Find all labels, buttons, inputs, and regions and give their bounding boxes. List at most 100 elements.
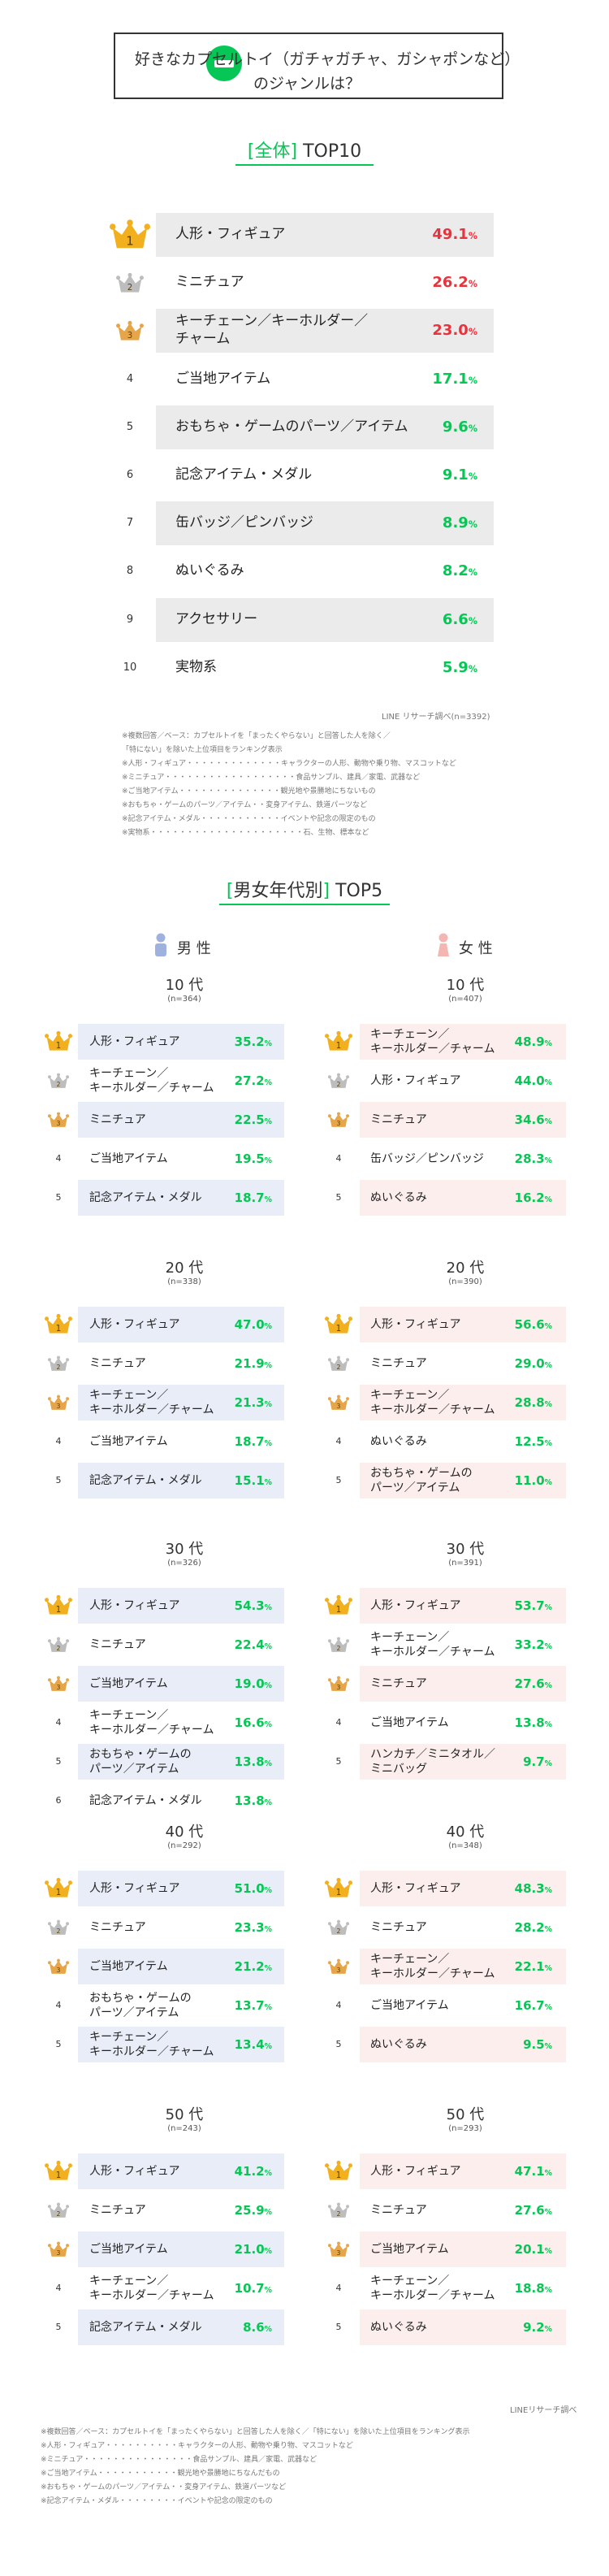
overall-item-label: アクセサリー bbox=[175, 610, 258, 627]
male-age-heading: 10 代 (n=364) bbox=[123, 974, 245, 1004]
male-row-bg bbox=[78, 2027, 284, 2062]
rank-number: 5 bbox=[335, 1756, 342, 1767]
percent-unit: % bbox=[544, 2286, 552, 2295]
percent-unit: % bbox=[544, 2003, 552, 2012]
svg-text:2: 2 bbox=[337, 1927, 341, 1934]
svg-text:1: 1 bbox=[336, 1606, 341, 1615]
female-item-label: ご当地アイテム bbox=[370, 1999, 449, 2012]
percent-unit: % bbox=[264, 1759, 272, 1768]
rank-number: 10 bbox=[123, 661, 137, 674]
percent-unit: % bbox=[544, 1759, 552, 1768]
female-item-value: 33.2% bbox=[514, 1637, 552, 1652]
footer-note-line: ※人形・フィギュア・・・・・・・・・・キャラクターの人形、動物や乗り物、マスコッ… bbox=[41, 2442, 353, 2450]
age-label: 40 代 bbox=[446, 1824, 485, 1841]
percent-unit: % bbox=[264, 2169, 272, 2178]
overall-item-label: 実物系 bbox=[175, 658, 217, 675]
rank-number: 5 bbox=[55, 2322, 62, 2332]
female-row-bg bbox=[360, 1385, 566, 1420]
female-item-label: キーチェーン／ キーホルダー／チャーム bbox=[370, 1028, 495, 1056]
sample-size: (n=390) bbox=[448, 1277, 482, 1286]
female-item-label: ミニチュア bbox=[370, 1357, 427, 1370]
rank-number: 5 bbox=[55, 1475, 62, 1485]
male-item-value: 18.7% bbox=[234, 1190, 272, 1205]
female-age-heading: 50 代 (n=293) bbox=[404, 2103, 526, 2133]
age-label: 20 代 bbox=[446, 1260, 485, 1277]
rank-number: 5 bbox=[335, 1192, 342, 1203]
percent-unit: % bbox=[544, 1439, 552, 1448]
female-row-bg bbox=[360, 1180, 566, 1216]
female-row-bg bbox=[360, 1588, 566, 1624]
overall-item-label: キーチェーン／キーホルダー／ チャーム bbox=[175, 313, 369, 347]
crown-rank-1-icon: 1 bbox=[325, 1030, 352, 1056]
svg-text:3: 3 bbox=[337, 2249, 341, 2256]
svg-text:3: 3 bbox=[337, 1119, 341, 1126]
male-item-label: ミニチュア bbox=[89, 2204, 146, 2217]
crown-rank-3-icon: 3 bbox=[48, 1112, 69, 1132]
male-item-label: おもちゃ・ゲームの パーツ／アイテム bbox=[89, 1748, 192, 1776]
sample-size: (n=338) bbox=[167, 1277, 201, 1286]
svg-text:2: 2 bbox=[57, 1644, 61, 1651]
male-item-value: 21.2% bbox=[234, 1959, 272, 1974]
male-item-value: 13.8% bbox=[234, 1793, 272, 1808]
female-item-label: 人形・フィギュア bbox=[370, 2165, 461, 2178]
male-row-bg bbox=[78, 1949, 284, 1984]
svg-text:3: 3 bbox=[127, 332, 132, 340]
male-item-value: 51.0% bbox=[234, 1881, 272, 1896]
crown-rank-1-icon: 1 bbox=[45, 1877, 72, 1902]
percent-unit: % bbox=[468, 375, 477, 386]
overall-row-bg bbox=[156, 597, 494, 642]
male-item-value: 13.7% bbox=[234, 1998, 272, 2013]
svg-text:2: 2 bbox=[337, 1363, 341, 1370]
female-label: 女 性 bbox=[459, 940, 493, 957]
male-age-heading: 40 代 (n=292) bbox=[123, 1820, 245, 1850]
svg-text:1: 1 bbox=[336, 2171, 341, 2180]
male-item-label: ご当地アイテム bbox=[89, 1435, 168, 1448]
crown-rank-3-icon: 3 bbox=[48, 1676, 69, 1696]
female-item-value: 28.8% bbox=[514, 1395, 552, 1410]
rank-number: 5 bbox=[335, 2039, 342, 2049]
percent-unit: % bbox=[264, 1195, 272, 1204]
rank-number: 7 bbox=[126, 517, 134, 530]
female-age-heading: 40 代 (n=348) bbox=[404, 1820, 526, 1850]
male-item-label: ご当地アイテム bbox=[89, 2243, 168, 2256]
male-item-value: 10.7% bbox=[234, 2281, 272, 2296]
line-logo-icon bbox=[206, 46, 242, 81]
svg-text:2: 2 bbox=[57, 1927, 61, 1934]
sample-size: (n=348) bbox=[448, 1841, 482, 1850]
svg-text:3: 3 bbox=[57, 1119, 61, 1126]
female-item-value: 27.6% bbox=[514, 1676, 552, 1691]
male-item-label: 人形・フィギュア bbox=[89, 1599, 180, 1612]
overall-source: LINE リサーチ調べ(n=3392) bbox=[382, 713, 490, 722]
footer-note-line: ※ご当地アイテム・・・・・・・・・・・観光地や景勝地にちなんだもの bbox=[41, 2470, 280, 2478]
percent-unit: % bbox=[544, 1156, 552, 1165]
crown-rank-3-icon: 3 bbox=[328, 1958, 349, 1979]
crown-rank-1-icon: 1 bbox=[110, 219, 150, 254]
rank-number: 4 bbox=[335, 1717, 342, 1728]
female-item-value: 48.9% bbox=[514, 1034, 552, 1049]
rank-number: 4 bbox=[126, 372, 134, 385]
crown-rank-2-icon: 2 bbox=[328, 1919, 349, 1940]
percent-unit: % bbox=[264, 1964, 272, 1973]
rank-number: 4 bbox=[55, 1153, 62, 1164]
female-row-bg bbox=[360, 1871, 566, 1906]
female-row-bg bbox=[360, 2309, 566, 2345]
rank-number: 4 bbox=[55, 1717, 62, 1728]
crown-rank-2-icon: 2 bbox=[48, 1073, 69, 1093]
percent-unit: % bbox=[264, 1361, 272, 1370]
female-item-label: キーチェーン／ キーホルダー／チャーム bbox=[370, 1953, 495, 1980]
percent-unit: % bbox=[544, 1964, 552, 1973]
crown-rank-1-icon: 1 bbox=[45, 1030, 72, 1056]
female-row-bg bbox=[360, 1307, 566, 1342]
percent-unit: % bbox=[264, 1478, 272, 1487]
male-item-label: キーチェーン／ キーホルダー／チャーム bbox=[89, 2275, 214, 2302]
crown-rank-3-icon: 3 bbox=[48, 2241, 69, 2262]
svg-text:2: 2 bbox=[337, 1644, 341, 1651]
overall-item-label: ご当地アイテム bbox=[175, 370, 271, 387]
male-item-label: キーチェーン／ キーホルダー／チャーム bbox=[89, 1067, 214, 1095]
female-item-label: ぬいぐるみ bbox=[370, 1191, 427, 1204]
svg-text:2: 2 bbox=[57, 2210, 61, 2217]
male-age-heading: 50 代 (n=243) bbox=[123, 2103, 245, 2133]
crown-rank-2-icon: 2 bbox=[116, 272, 144, 297]
crown-rank-2-icon: 2 bbox=[328, 1355, 349, 1376]
male-item-label: 記念アイテム・メダル bbox=[89, 1191, 202, 1204]
